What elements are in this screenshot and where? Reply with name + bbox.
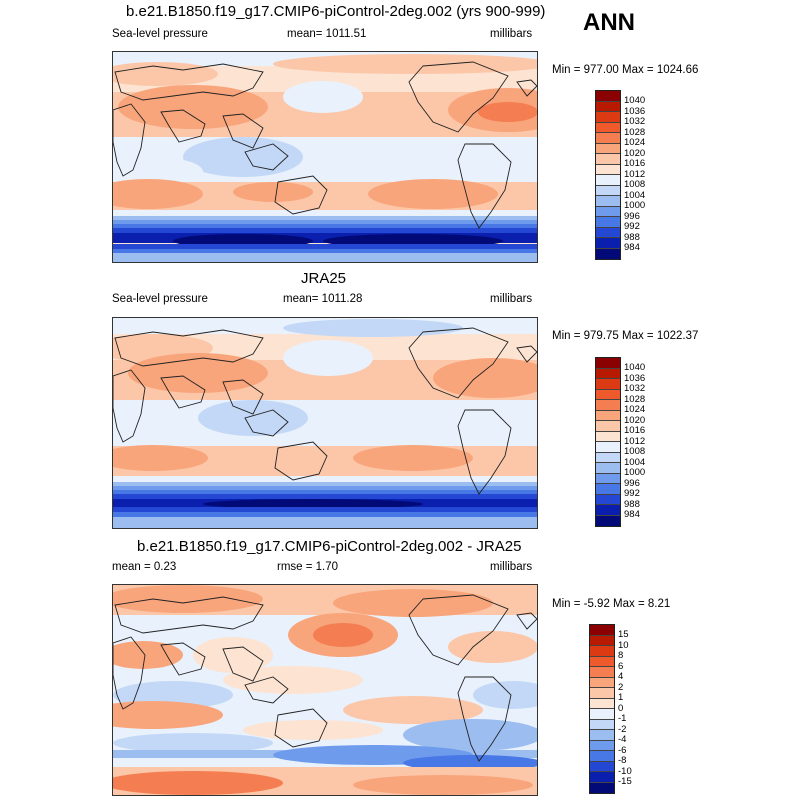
panel1-contour-field bbox=[113, 52, 537, 262]
panel1-colorbar-tick: 1008 bbox=[624, 179, 646, 190]
panel2-colorbar-tick: 1004 bbox=[624, 457, 646, 468]
panel3-contour-field bbox=[113, 585, 537, 795]
panel1-units-label: millibars bbox=[490, 28, 533, 40]
panel1-colorbar-tick: 1016 bbox=[624, 158, 646, 169]
panel2-variable-label: Sea-level pressure bbox=[112, 293, 208, 305]
panel1-colorbar-tick: 1000 bbox=[624, 200, 646, 211]
panel1-mean-label: mean= 1011.51 bbox=[287, 28, 367, 40]
panel2-colorbar-tick: 1020 bbox=[624, 415, 646, 426]
panel3-units-label: millibars bbox=[490, 561, 533, 573]
panel2-colorbar-tick: 1024 bbox=[624, 404, 646, 415]
panel3-colorbar bbox=[589, 624, 615, 794]
panel1-colorbar-tick: 1036 bbox=[624, 106, 646, 117]
panel1-colorbar-tick: 996 bbox=[624, 211, 640, 222]
panel2-colorbar-tick: 1008 bbox=[624, 446, 646, 457]
panel3-title: b.e21.B1850.f19_g17.CMIP6-piControl-2deg… bbox=[137, 538, 522, 555]
panel2-minmax: Min = 979.75 Max = 1022.37 bbox=[552, 330, 699, 342]
panel2-colorbar-tick: 1000 bbox=[624, 467, 646, 478]
panel2-colorbar bbox=[595, 357, 621, 527]
panel2-mean-label: mean= 1011.28 bbox=[283, 293, 363, 305]
panel1-colorbar bbox=[595, 90, 621, 260]
panel2-colorbar-tick: 1032 bbox=[624, 383, 646, 394]
panel2-colorbar-tick: 1040 bbox=[624, 362, 646, 373]
panel1-variable-label: Sea-level pressure bbox=[112, 28, 208, 40]
panel2-colorbar-tick: 988 bbox=[624, 499, 640, 510]
panel1-colorbar-tick: 1040 bbox=[624, 95, 646, 106]
panel2-colorbar-tick: 996 bbox=[624, 478, 640, 489]
panel1-map bbox=[112, 51, 538, 263]
panel3-minmax: Min = -5.92 Max = 8.21 bbox=[552, 598, 671, 610]
panel2-colorbar-tick: 1028 bbox=[624, 394, 646, 405]
panel3-colorbar-tick: 4 bbox=[618, 671, 624, 682]
panel2-units-label: millibars bbox=[490, 293, 533, 305]
panel2-map bbox=[112, 317, 538, 529]
panel3-colorbar-tick: -6 bbox=[618, 745, 627, 756]
panel1-colorbar-tick: 1012 bbox=[624, 169, 646, 180]
panel3-mean-label: mean = 0.23 bbox=[112, 561, 177, 573]
panel3-colorbar-tick: 8 bbox=[618, 650, 624, 661]
panel3-map bbox=[112, 584, 538, 796]
panel3-colorbar-tick: -15 bbox=[618, 776, 632, 787]
panel3-rmse-label: rmse = 1.70 bbox=[277, 561, 339, 573]
panel1-title: b.e21.B1850.f19_g17.CMIP6-piControl-2deg… bbox=[126, 3, 546, 20]
panel2-title: JRA25 bbox=[301, 270, 347, 287]
panel1-colorbar-tick: 988 bbox=[624, 232, 640, 243]
panel3-colorbar-tick: 0 bbox=[618, 703, 624, 714]
panel1-colorbar-tick: 992 bbox=[624, 221, 640, 232]
panel1-colorbar-tick: 1032 bbox=[624, 116, 646, 127]
panel1-colorbar-tick: 984 bbox=[624, 242, 640, 253]
panel2-colorbar-tick: 992 bbox=[624, 488, 640, 499]
panel2-contour-field bbox=[113, 318, 537, 528]
panel1-colorbar-tick: 1004 bbox=[624, 190, 646, 201]
panel2-colorbar-tick: 1012 bbox=[624, 436, 646, 447]
panel3-colorbar-tick: 15 bbox=[618, 629, 629, 640]
panel1-minmax: Min = 977.00 Max = 1024.66 bbox=[552, 64, 699, 76]
panel3-colorbar-tick: 10 bbox=[618, 640, 629, 651]
panel3-colorbar-tick: -2 bbox=[618, 724, 627, 735]
panel2-colorbar-tick: 984 bbox=[624, 509, 640, 520]
panel1-colorbar-tick: 1020 bbox=[624, 148, 646, 159]
panel3-colorbar-tick: -8 bbox=[618, 755, 627, 766]
panel1-colorbar-tick: 1028 bbox=[624, 127, 646, 138]
panel1-colorbar-tick: 1024 bbox=[624, 137, 646, 148]
panel3-colorbar-tick: -1 bbox=[618, 713, 627, 724]
season-label: ANN bbox=[583, 9, 635, 36]
panel3-colorbar-tick: -4 bbox=[618, 734, 627, 745]
panel3-colorbar-tick: -10 bbox=[618, 766, 632, 777]
panel2-colorbar-tick: 1036 bbox=[624, 373, 646, 384]
panel3-colorbar-tick: 2 bbox=[618, 682, 624, 693]
panel3-colorbar-tick: 6 bbox=[618, 661, 624, 672]
panel2-colorbar-tick: 1016 bbox=[624, 425, 646, 436]
panel3-colorbar-tick: 1 bbox=[618, 692, 624, 703]
